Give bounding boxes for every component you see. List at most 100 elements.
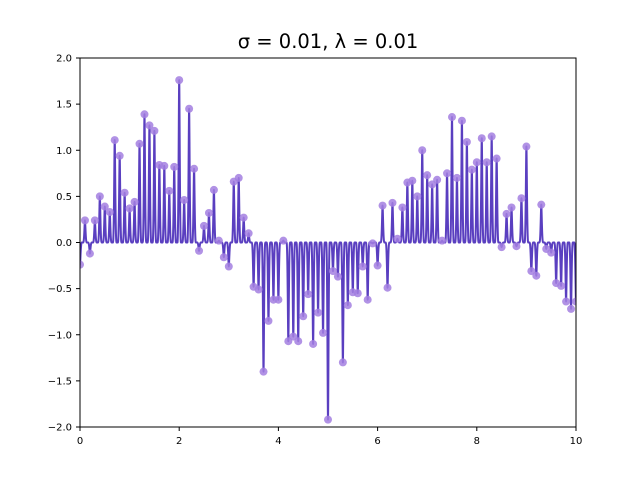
data-point xyxy=(224,262,233,271)
data-point xyxy=(90,216,99,225)
data-point xyxy=(338,358,347,367)
data-point xyxy=(373,261,382,270)
x-tick-label: 4 xyxy=(275,436,281,447)
data-point xyxy=(314,308,323,317)
x-tick-label: 0 xyxy=(77,436,83,447)
data-point xyxy=(110,136,119,145)
data-point xyxy=(328,267,337,276)
data-point xyxy=(130,197,139,206)
data-point xyxy=(477,134,486,143)
data-point xyxy=(180,196,189,205)
data-point xyxy=(95,192,104,201)
data-point xyxy=(537,200,546,209)
data-point xyxy=(443,169,452,178)
data-point xyxy=(572,297,576,306)
data-point xyxy=(408,176,417,185)
data-point xyxy=(482,158,491,167)
data-point xyxy=(239,213,248,222)
data-point xyxy=(448,113,456,122)
data-point xyxy=(209,185,218,194)
data-point xyxy=(567,304,576,313)
data-point xyxy=(333,272,342,281)
data-point xyxy=(358,262,367,271)
data-point xyxy=(115,151,124,160)
data-point xyxy=(150,126,159,135)
data-point xyxy=(418,146,427,155)
data-point xyxy=(244,229,253,238)
data-point xyxy=(80,216,89,225)
y-tick-label: 0.5 xyxy=(56,192,72,203)
y-tick-label: −2.0 xyxy=(48,423,72,434)
data-point xyxy=(299,312,308,321)
data-point xyxy=(562,297,571,306)
data-point xyxy=(279,236,288,245)
data-point xyxy=(452,173,461,182)
data-point xyxy=(185,104,194,113)
x-axis: 0 2 4 6 8 10 xyxy=(77,427,582,447)
data-point xyxy=(353,289,362,298)
data-point xyxy=(274,295,283,304)
data-point xyxy=(319,328,328,337)
data-point xyxy=(343,301,352,310)
y-tick-label: −1.5 xyxy=(48,376,72,387)
data-point xyxy=(557,281,566,290)
y-tick-label: 1.5 xyxy=(56,100,72,111)
data-point xyxy=(324,415,332,424)
data-point xyxy=(259,367,268,376)
data-point xyxy=(204,208,213,217)
series-markers xyxy=(80,76,576,424)
x-tick-label: 8 xyxy=(474,436,480,447)
data-point xyxy=(214,236,223,245)
data-point xyxy=(294,337,303,346)
data-point xyxy=(135,139,144,148)
data-point xyxy=(175,76,184,85)
series-line xyxy=(80,79,576,421)
data-point xyxy=(547,248,556,257)
data-point xyxy=(200,221,208,230)
data-point xyxy=(219,253,228,262)
data-point xyxy=(438,236,447,245)
x-tick-label: 2 xyxy=(176,436,182,447)
data-point xyxy=(487,132,496,141)
data-point xyxy=(140,110,149,119)
data-point xyxy=(170,162,179,171)
data-point xyxy=(423,171,432,180)
y-axis: −2.0 −1.5 −1.0 −0.5 0.0 0.5 1.0 1.5 2.0 xyxy=(48,54,80,434)
y-tick-label: 2.0 xyxy=(56,54,72,65)
data-point xyxy=(254,285,263,294)
data-point xyxy=(100,202,109,211)
data-point xyxy=(517,194,526,203)
y-tick-label: −0.5 xyxy=(48,284,72,295)
data-point xyxy=(413,192,422,201)
data-point xyxy=(120,188,129,197)
data-point xyxy=(145,121,154,130)
data-point xyxy=(383,283,392,292)
data-point xyxy=(368,239,377,248)
data-point xyxy=(165,186,174,195)
data-point xyxy=(398,203,407,212)
y-tick-label: 1.0 xyxy=(56,146,72,157)
data-point xyxy=(512,242,521,251)
plot-area xyxy=(80,76,576,424)
data-point xyxy=(393,234,402,243)
data-point xyxy=(80,260,84,269)
data-point xyxy=(85,249,94,258)
data-point xyxy=(497,243,506,252)
data-point xyxy=(472,158,481,167)
data-point xyxy=(378,201,387,210)
data-point xyxy=(125,204,134,213)
data-point xyxy=(105,208,114,217)
data-point xyxy=(309,339,318,348)
data-point xyxy=(433,175,442,184)
y-tick-label: −1.0 xyxy=(48,330,72,341)
data-point xyxy=(462,137,471,146)
data-point xyxy=(522,142,531,151)
data-point xyxy=(264,316,273,325)
data-point xyxy=(304,290,313,299)
data-point xyxy=(532,271,541,280)
data-point xyxy=(467,165,476,174)
y-tick-label: 0.0 xyxy=(56,238,72,249)
data-point xyxy=(195,246,204,255)
data-point xyxy=(492,154,501,163)
